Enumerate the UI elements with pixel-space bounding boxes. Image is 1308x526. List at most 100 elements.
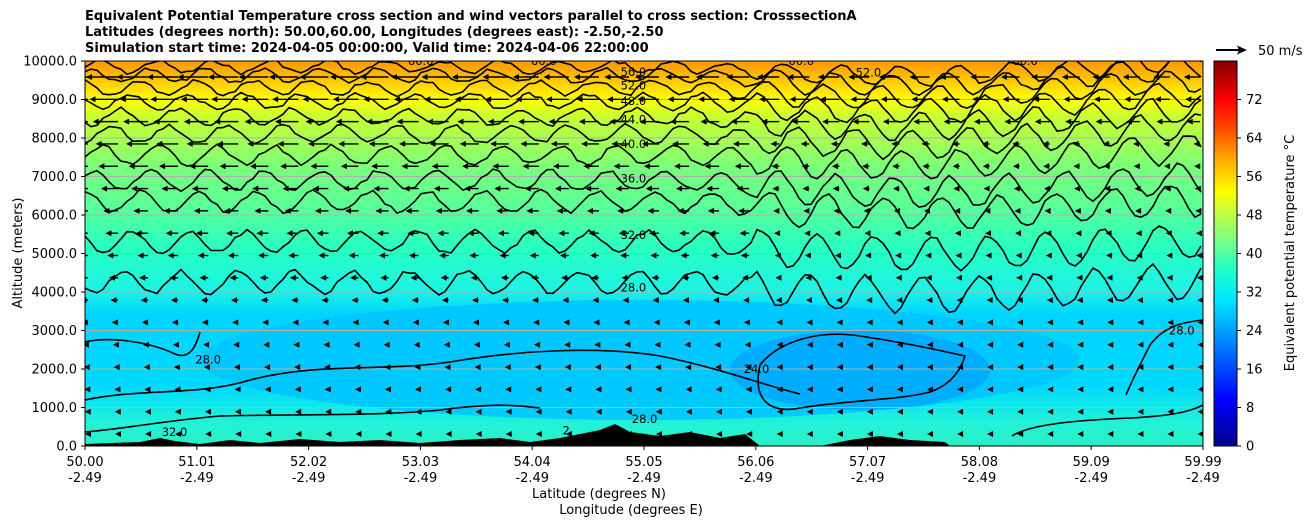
wind-vector bbox=[288, 252, 299, 259]
wind-vector bbox=[775, 274, 782, 281]
wind-vector bbox=[348, 252, 359, 259]
wind-vector bbox=[363, 96, 389, 103]
wind-vector bbox=[234, 386, 241, 393]
wind-vector bbox=[974, 118, 990, 125]
wind-vector bbox=[302, 96, 329, 103]
wind-vector bbox=[774, 252, 781, 259]
wind-vector bbox=[429, 140, 449, 147]
wind-vector bbox=[203, 341, 210, 348]
wind-vector bbox=[806, 408, 813, 415]
wind-vector bbox=[609, 118, 629, 125]
wind-vector bbox=[559, 252, 569, 259]
wind-vector bbox=[805, 274, 812, 281]
wind-vector bbox=[1194, 163, 1201, 170]
wind-vector bbox=[101, 185, 119, 192]
wind-vector bbox=[284, 207, 299, 214]
wind-vector bbox=[1077, 431, 1084, 437]
wind-vector bbox=[444, 364, 451, 371]
wind-vector bbox=[836, 341, 843, 348]
wind-vector bbox=[1046, 274, 1053, 281]
wind-vector bbox=[1031, 74, 1050, 80]
wind-vector bbox=[866, 408, 873, 415]
wind-vector bbox=[897, 431, 903, 437]
wind-vector bbox=[143, 341, 149, 348]
wind-vector bbox=[533, 319, 540, 326]
wind-vector bbox=[1137, 386, 1144, 393]
wind-vector bbox=[520, 140, 539, 147]
wind-vector bbox=[565, 408, 572, 415]
wind-vector bbox=[1106, 252, 1113, 259]
wind-vector bbox=[831, 163, 840, 170]
wind-vector bbox=[866, 319, 873, 326]
wind-vector bbox=[866, 364, 873, 371]
wind-vector bbox=[740, 252, 750, 259]
wind-vector bbox=[135, 230, 149, 237]
wind-vector bbox=[1107, 408, 1114, 415]
wind-vector bbox=[163, 207, 179, 214]
wind-vector bbox=[957, 364, 964, 371]
wind-vector bbox=[713, 319, 720, 326]
wind-vector bbox=[415, 408, 422, 415]
wind-vector bbox=[773, 207, 780, 214]
wind-vector bbox=[366, 118, 389, 125]
wind-vector bbox=[1167, 297, 1174, 304]
wind-vector bbox=[1074, 207, 1081, 214]
wind-vector bbox=[759, 96, 780, 103]
wind-vector bbox=[672, 140, 690, 147]
contour-label: 60.0 bbox=[788, 54, 814, 68]
wind-vector bbox=[109, 274, 119, 281]
wind-vector bbox=[314, 207, 329, 214]
contour-label: 60.0 bbox=[408, 54, 434, 68]
x-tick-label-lon: -2.49 bbox=[515, 471, 549, 486]
wind-vector bbox=[205, 431, 212, 437]
wind-vector bbox=[1004, 118, 1020, 125]
wind-vector bbox=[224, 207, 239, 214]
wind-vector bbox=[86, 74, 119, 80]
wind-vector bbox=[676, 185, 690, 192]
wind-vector bbox=[957, 386, 964, 393]
wind-vector bbox=[806, 341, 813, 348]
wind-vector bbox=[437, 230, 449, 237]
wind-vector bbox=[454, 96, 479, 103]
wind-vector bbox=[728, 96, 750, 103]
wind-vector bbox=[170, 297, 179, 304]
wind-vector bbox=[330, 74, 359, 80]
x-tick-label-lon: -2.49 bbox=[739, 471, 773, 486]
wind-vector bbox=[607, 96, 629, 103]
wind-vector bbox=[165, 230, 179, 237]
wind-vector bbox=[862, 185, 870, 192]
wind-vector bbox=[1033, 96, 1050, 103]
wind-vector bbox=[834, 230, 841, 237]
wind-vector bbox=[702, 140, 720, 147]
wind-vector bbox=[232, 319, 239, 326]
wind-vector bbox=[897, 341, 903, 348]
contour-label: 44.0 bbox=[621, 113, 647, 127]
wind-vector bbox=[1034, 118, 1050, 125]
wind-vector bbox=[983, 185, 990, 192]
y-axis: 0.0 1000.0 2000.0 3000.0 4000.0 5000.0 6000.0 7… bbox=[23, 55, 85, 455]
wind-vector bbox=[340, 163, 359, 170]
wind-vector bbox=[1075, 230, 1082, 237]
wind-vector bbox=[1156, 118, 1170, 125]
wind-vector bbox=[700, 118, 720, 125]
y-tick-label: 2000.0 bbox=[32, 363, 78, 378]
wind-vector bbox=[1017, 319, 1023, 326]
contour-labels: 56.052.048.044.040.036.032.028.028.028.0… bbox=[162, 54, 1195, 439]
wind-vector bbox=[354, 364, 361, 371]
wind-vector bbox=[415, 386, 421, 393]
wind-vector bbox=[85, 187, 88, 190]
wind-vector bbox=[399, 140, 419, 147]
wind-vector bbox=[241, 96, 269, 103]
wind-vector bbox=[175, 431, 182, 437]
wind-vector bbox=[244, 118, 269, 125]
wind-vector bbox=[144, 386, 151, 393]
wind-vector bbox=[403, 185, 419, 192]
wind-vector bbox=[515, 96, 539, 103]
wind-vector bbox=[144, 408, 151, 415]
wind-vector bbox=[941, 96, 960, 103]
wind-vector bbox=[343, 185, 359, 192]
wind-vector bbox=[173, 364, 180, 371]
chart-title-line-1: Equivalent Potential Temperature cross s… bbox=[85, 9, 857, 24]
wind-vector bbox=[625, 408, 632, 415]
wind-vector bbox=[986, 274, 993, 281]
